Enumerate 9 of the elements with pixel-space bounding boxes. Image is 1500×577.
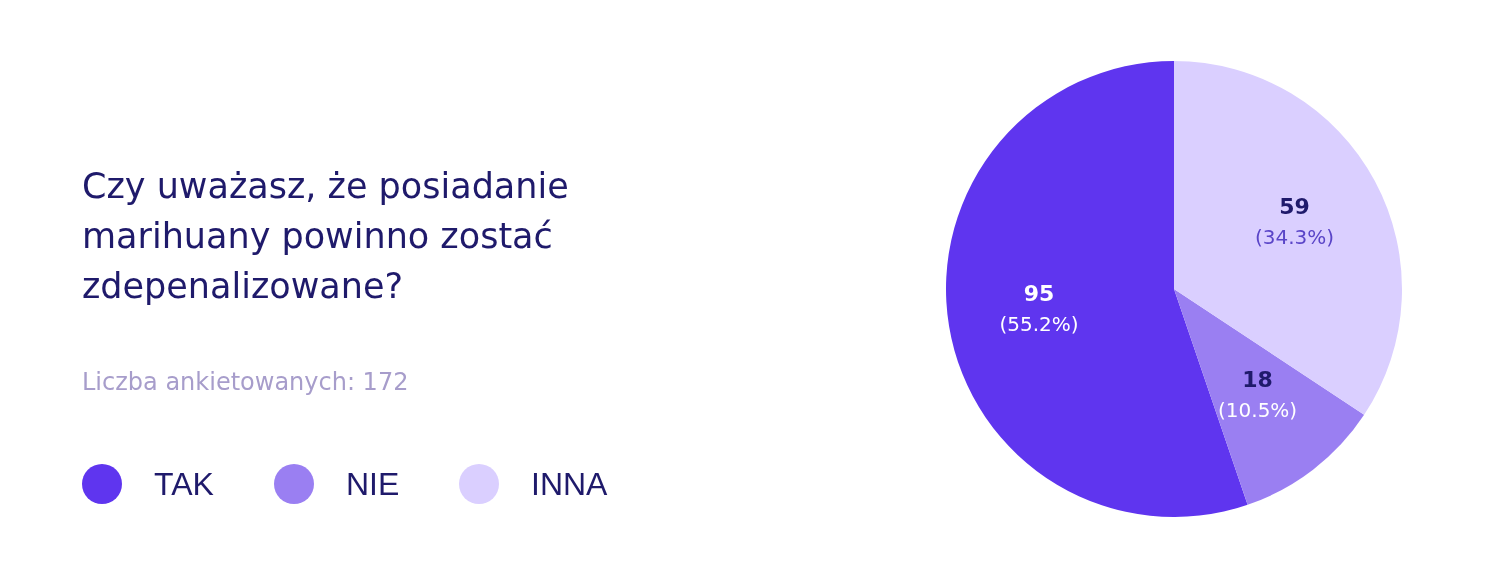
text: Czy uważasz, że posiadanie marihuany powinno zostać zdepenalizowane? (82, 166, 569, 306)
legend-label: INNA (531, 466, 609, 502)
legend-label: NIE (346, 466, 400, 502)
pie-slice (1174, 289, 1365, 505)
text: Liczba ankietowanych: 172 (82, 368, 409, 396)
data-label: 59 (34.3%) (1254, 194, 1335, 250)
data-label: 95 (55.2%) (999, 281, 1079, 337)
legend-label: TAK (154, 466, 214, 502)
data-label: 18 (10.5%) (1218, 367, 1298, 423)
